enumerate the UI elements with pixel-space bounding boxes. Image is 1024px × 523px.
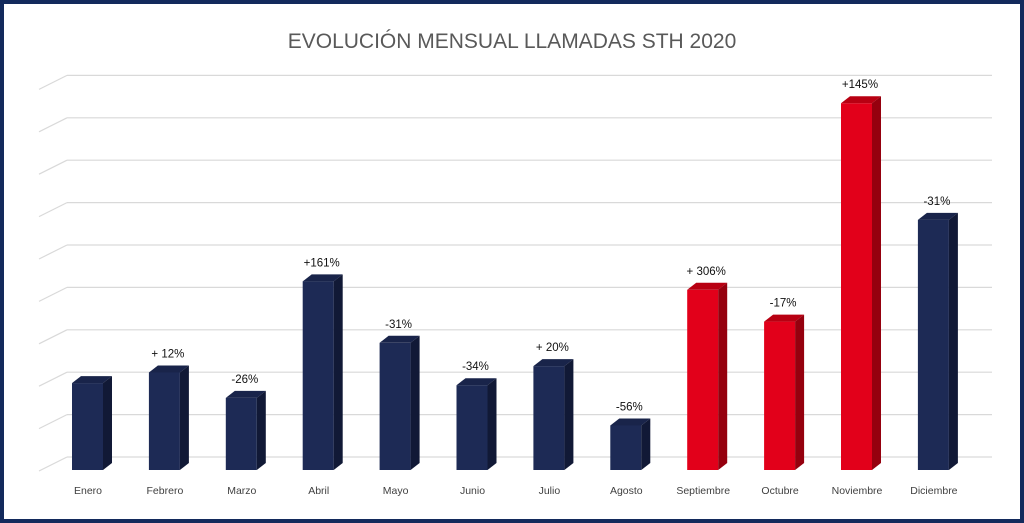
bar-marzo: [225, 390, 266, 470]
bar-top: [917, 212, 958, 220]
bar-top: [533, 359, 574, 367]
bar-side: [718, 282, 728, 470]
x-tick-label: Agosto: [610, 485, 643, 497]
gridline-depth: [38, 74, 68, 90]
bar-enero: [72, 376, 112, 470]
bar-side: [872, 96, 881, 471]
gridline-depth: [38, 202, 68, 218]
bar-front: [610, 425, 642, 470]
bar-front: [533, 366, 565, 470]
gridline-depth: [38, 159, 68, 175]
data-label: -31%: [923, 196, 950, 208]
data-label: -31%: [385, 319, 412, 331]
gridline-depth: [38, 456, 68, 472]
data-label: + 20%: [536, 342, 569, 354]
bar-diciembre: [917, 212, 958, 470]
bar-side: [641, 418, 651, 470]
bar-noviembre: [841, 96, 881, 471]
bar-septiembre: [687, 282, 728, 470]
data-label: +161%: [304, 257, 340, 269]
bar-front: [917, 219, 949, 470]
gridline-depth: [38, 329, 68, 345]
bar-top: [764, 314, 805, 322]
bar-top: [456, 378, 497, 386]
bar-front: [687, 289, 719, 470]
x-tick-label: Diciembre: [910, 485, 957, 497]
bar-front: [225, 397, 257, 470]
data-label: + 306%: [687, 266, 726, 278]
bar-front: [72, 383, 103, 470]
bar-octubre: [764, 314, 805, 470]
bars: [72, 96, 958, 471]
data-label: +145%: [842, 79, 878, 91]
data-label: -56%: [616, 401, 643, 413]
bar-front: [302, 281, 334, 470]
x-tick-label: Abril: [308, 485, 329, 497]
labels: Enero Febrero + 12% Marzo -26% Abril +161% Mayo…: [74, 79, 958, 497]
bar-top: [687, 282, 728, 290]
data-label: -17%: [770, 298, 797, 310]
bar-junio: [456, 378, 497, 470]
data-label: + 12%: [151, 348, 184, 360]
bar-agosto: [610, 418, 651, 470]
x-tick-label: Septiembre: [676, 485, 730, 497]
x-tick-label: Julio: [539, 485, 561, 497]
gridline-depth: [38, 244, 68, 260]
bar-front: [148, 372, 180, 470]
bar-front: [764, 321, 796, 470]
chart-title: EVOLUCIÓN MENSUAL LLAMADAS STH 2020: [288, 30, 737, 53]
gridline-depth: [38, 286, 68, 302]
bar-side: [103, 376, 112, 470]
data-label: -34%: [462, 361, 489, 373]
bar-front: [379, 342, 411, 470]
bar-mayo: [379, 335, 420, 470]
bar-side: [179, 365, 189, 470]
bar-top: [610, 418, 651, 426]
bar-side: [795, 314, 805, 470]
bar-side: [948, 212, 958, 470]
x-tick-label: Febrero: [147, 485, 184, 497]
bar-front: [841, 103, 872, 471]
bar-febrero: [148, 365, 189, 470]
bar-top: [225, 390, 266, 398]
bar-top: [841, 96, 881, 104]
bar-side: [333, 274, 343, 470]
x-tick-label: Noviembre: [832, 485, 883, 497]
bar-top: [379, 335, 420, 343]
x-tick-label: Mayo: [383, 485, 409, 497]
x-tick-label: Marzo: [227, 485, 256, 497]
bar-side: [256, 390, 266, 470]
bar-top: [148, 365, 189, 373]
bar-abril: [302, 274, 343, 470]
x-tick-label: Enero: [74, 485, 102, 497]
bar-side: [410, 335, 420, 470]
bar-top: [302, 274, 343, 282]
gridlines: [38, 74, 992, 472]
bar-julio: [533, 359, 574, 470]
x-tick-label: Octubre: [761, 485, 799, 497]
bar-side: [564, 359, 574, 470]
gridline-depth: [38, 117, 68, 133]
bar-front: [456, 385, 488, 470]
bar-side: [487, 378, 497, 470]
data-label: -26%: [231, 374, 258, 386]
gridline-depth: [38, 414, 68, 430]
bar-top: [72, 376, 112, 384]
x-tick-label: Junio: [460, 485, 485, 497]
gridline-depth: [38, 371, 68, 387]
